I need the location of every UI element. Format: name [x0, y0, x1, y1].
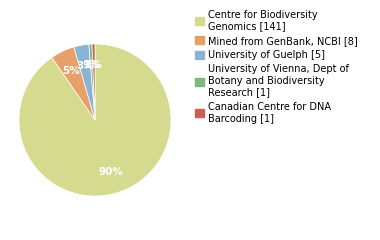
- Text: 1%: 1%: [85, 60, 103, 70]
- Wedge shape: [52, 47, 95, 120]
- Text: 90%: 90%: [99, 167, 124, 177]
- Text: 1%: 1%: [83, 60, 101, 70]
- Wedge shape: [19, 44, 171, 196]
- Legend: Centre for Biodiversity
Genomics [141], Mined from GenBank, NCBI [8], University: Centre for Biodiversity Genomics [141], …: [195, 10, 358, 124]
- Text: 3%: 3%: [76, 61, 94, 71]
- Text: 5%: 5%: [63, 66, 81, 76]
- Wedge shape: [89, 44, 95, 120]
- Wedge shape: [92, 44, 95, 120]
- Wedge shape: [74, 44, 95, 120]
